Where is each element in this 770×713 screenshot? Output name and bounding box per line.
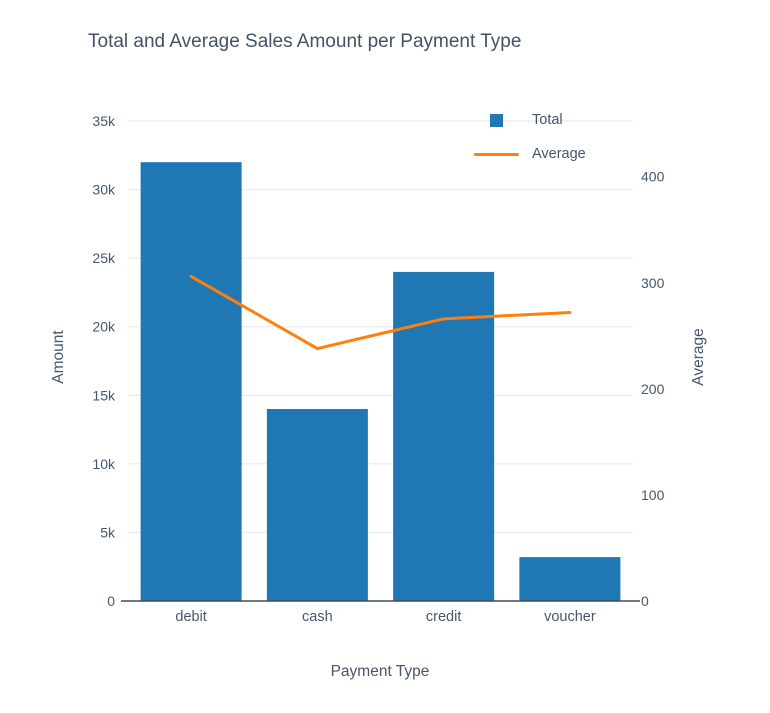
y-right-tick-label: 200 [641,381,665,397]
x-tick-label-voucher: voucher [544,609,596,625]
x-tick-label-credit: credit [426,609,461,625]
y-left-tick-label: 30k [92,182,116,198]
bar-swatch-icon [490,113,503,127]
y-right-tick-label: 400 [641,169,665,185]
chart-title: Total and Average Sales Amount per Payme… [88,31,522,52]
y-axis-title-left: Amount [50,330,67,384]
y-left-tick-label: 0 [107,593,115,609]
legend-item-total[interactable]: Total [470,103,586,137]
y-left-tick-label: 20k [92,319,116,335]
legend-average-label: Average [532,146,586,162]
legend: Total Average [470,103,586,171]
x-tick-label-debit: debit [175,609,206,625]
legend-total-label: Total [532,112,563,128]
bar-cash[interactable] [266,409,368,601]
bar-debit[interactable] [140,162,242,601]
y-left-tick-label: 15k [92,387,116,403]
y-right-tick-label: 0 [641,593,649,609]
average-line[interactable] [189,274,572,351]
y-left-tick-label: 25k [92,250,116,266]
y-left-tick-label: 10k [92,456,116,472]
legend-item-average[interactable]: Average [470,137,586,171]
y-left-tick-label: 35k [92,113,116,129]
bar-credit[interactable] [393,271,495,601]
y-right-tick-label: 300 [641,275,665,291]
y-right-tick-label: 100 [641,487,665,503]
legend-total-marker-col [470,113,523,127]
line-swatch-icon [474,152,519,156]
y-left-tick-label: 5k [100,524,116,540]
x-tick-label-cash: cash [302,609,333,625]
x-axis-title: Payment Type [330,663,430,680]
y-axis-title-right: Average [690,328,707,386]
legend-average-marker-col [470,152,523,156]
bar-voucher[interactable] [519,557,621,601]
